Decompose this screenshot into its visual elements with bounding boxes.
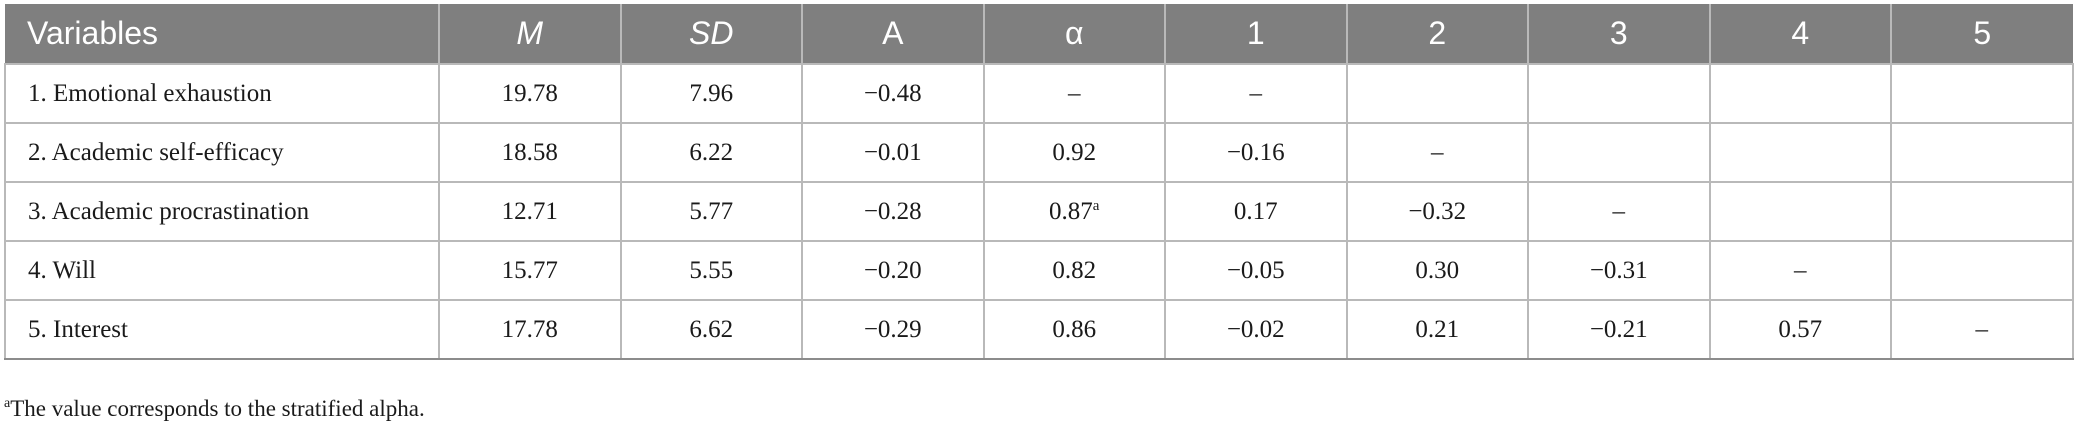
cell-a: −0.01 [801,122,985,183]
header-mean: M [438,4,621,64]
cell-a: −0.29 [801,299,985,360]
cell-variable: 2. Academic self-efficacy [4,122,440,183]
cell-corr-1: 0.17 [1164,181,1348,242]
cell-corr-1: −0.05 [1164,240,1348,301]
cell-mean: 17.78 [438,299,622,360]
cell-mean: 19.78 [438,63,622,124]
cell-alpha: 0.86 [982,299,1166,360]
table-row: 5. Interest 17.78 6.62 −0.29 0.86 −0.02 … [4,299,2074,360]
descriptive-statistics-table-container: Variables M SD A α 1 2 3 4 5 1. Emotiona… [4,4,2074,360]
cell-alpha: 0.92 [982,122,1166,183]
alpha-value: 0.87 [1049,197,1093,225]
cell-corr-2: −0.32 [1345,181,1529,242]
header-col-5: 5 [1890,4,2073,64]
cell-corr-4 [1708,181,1892,242]
cell-corr-2: – [1345,122,1529,183]
cell-a: −0.20 [801,240,985,301]
header-alpha: α [982,4,1165,64]
table-row: 4. Will 15.77 5.55 −0.20 0.82 −0.05 0.30… [4,240,2074,301]
cell-variable: 4. Will [4,240,440,301]
cell-corr-5: – [1890,299,2074,360]
cell-variable: 3. Academic procrastination [4,181,440,242]
cell-corr-5 [1890,240,2074,301]
cell-variable: 5. Interest [4,299,440,360]
cell-corr-5 [1890,122,2074,183]
cell-sd: 6.62 [619,299,803,360]
cell-alpha: 0.82 [982,240,1166,301]
alpha-footnote-mark: a [1092,197,1100,214]
cell-sd: 5.77 [619,181,803,242]
cell-corr-3 [1527,122,1711,183]
cell-mean: 15.77 [438,240,622,301]
cell-sd: 6.22 [619,122,803,183]
cell-sd: 7.96 [619,63,803,124]
cell-corr-1: −0.02 [1164,299,1348,360]
cell-corr-1: – [1164,63,1348,124]
cell-corr-3 [1527,63,1711,124]
cell-corr-2 [1345,63,1529,124]
table-row: 3. Academic procrastination 12.71 5.77 −… [4,181,2074,242]
cell-corr-4 [1708,122,1892,183]
cell-mean: 12.71 [438,181,622,242]
alpha-value: – [1068,79,1081,107]
table-header-row: Variables M SD A α 1 2 3 4 5 [5,4,2073,64]
cell-alpha: 0.87a [982,181,1166,242]
alpha-value: 0.92 [1052,138,1097,166]
cell-corr-3: −0.31 [1527,240,1711,301]
cell-corr-3: – [1527,181,1711,242]
cell-corr-2: 0.21 [1345,299,1529,360]
cell-corr-4: – [1708,240,1892,301]
header-col-1: 1 [1164,4,1347,64]
header-variables: Variables [27,15,159,51]
header-sd: SD [619,4,802,64]
cell-variable: 1. Emotional exhaustion [4,63,440,124]
cell-corr-3: −0.21 [1527,299,1711,360]
cell-a: −0.28 [801,181,985,242]
cell-corr-4: 0.57 [1708,299,1892,360]
header-col-3: 3 [1527,4,1710,64]
footnote-text: The value corresponds to the stratified … [10,396,425,421]
cell-a: −0.48 [801,63,985,124]
cell-corr-5 [1890,181,2074,242]
table-footnote: aThe value corresponds to the stratified… [4,396,425,422]
cell-corr-5 [1890,63,2074,124]
cell-corr-1: −0.16 [1164,122,1348,183]
header-a: A [801,4,984,64]
alpha-value: 0.86 [1052,315,1097,343]
cell-corr-2: 0.30 [1345,240,1529,301]
cell-mean: 18.58 [438,122,622,183]
table-row: 2. Academic self-efficacy 18.58 6.22 −0.… [4,122,2074,183]
table-row: 1. Emotional exhaustion 19.78 7.96 −0.48… [4,63,2074,124]
header-col-4: 4 [1708,4,1891,64]
cell-alpha: – [982,63,1166,124]
descriptive-statistics-table: Variables M SD A α 1 2 3 4 5 1. Emotiona… [4,4,2074,360]
alpha-value: 0.82 [1052,256,1097,284]
header-col-2: 2 [1345,4,1528,64]
cell-corr-4 [1708,63,1892,124]
cell-sd: 5.55 [619,240,803,301]
footnote-mark: a [4,396,11,411]
